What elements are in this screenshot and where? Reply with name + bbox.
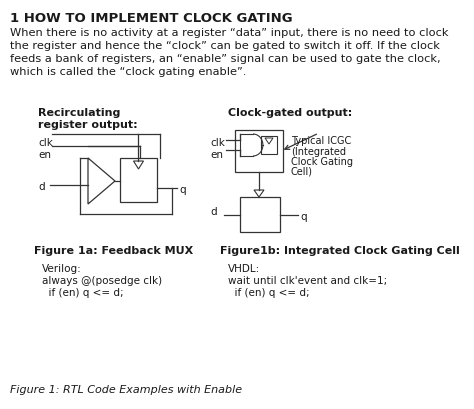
Text: Cell): Cell) bbox=[291, 167, 313, 177]
Text: Figure1b: Integrated Clock Gating Cell: Figure1b: Integrated Clock Gating Cell bbox=[220, 246, 460, 256]
Text: q: q bbox=[300, 212, 307, 222]
Text: always @(posedge clk): always @(posedge clk) bbox=[42, 276, 162, 286]
Text: en: en bbox=[210, 150, 223, 160]
Text: When there is no activity at a register “data” input, there is no need to clock: When there is no activity at a register … bbox=[10, 28, 448, 38]
Text: en: en bbox=[38, 150, 51, 160]
Text: d: d bbox=[210, 207, 217, 217]
Text: Clock-gated output:: Clock-gated output: bbox=[228, 108, 352, 118]
Bar bbox=[235, 130, 283, 172]
Text: Clock Gating: Clock Gating bbox=[291, 157, 353, 167]
Text: Figure 1a: Feedback MUX: Figure 1a: Feedback MUX bbox=[34, 246, 193, 256]
Text: 1 HOW TO IMPLEMENT CLOCK GATING: 1 HOW TO IMPLEMENT CLOCK GATING bbox=[10, 12, 292, 25]
Text: VHDL:: VHDL: bbox=[228, 264, 260, 274]
Text: feeds a bank of registers, an “enable” signal can be used to gate the clock,: feeds a bank of registers, an “enable” s… bbox=[10, 54, 441, 64]
Bar bbox=[261, 136, 277, 154]
Text: the register and hence the “clock” can be gated to switch it off. If the clock: the register and hence the “clock” can b… bbox=[10, 41, 440, 51]
Text: Verilog:: Verilog: bbox=[42, 264, 82, 274]
Text: Typical ICGC: Typical ICGC bbox=[291, 136, 351, 146]
Text: (Integrated: (Integrated bbox=[291, 147, 346, 157]
Text: d: d bbox=[38, 182, 45, 192]
Text: q: q bbox=[179, 185, 186, 195]
Text: clk: clk bbox=[38, 138, 53, 148]
Bar bbox=[120, 158, 157, 202]
Text: Recirculating
register output:: Recirculating register output: bbox=[38, 108, 137, 130]
Text: if (en) q <= d;: if (en) q <= d; bbox=[228, 288, 310, 298]
Bar bbox=[240, 197, 280, 232]
Text: Figure 1: RTL Code Examples with Enable: Figure 1: RTL Code Examples with Enable bbox=[10, 385, 242, 395]
Text: if (en) q <= d;: if (en) q <= d; bbox=[42, 288, 124, 298]
Text: clk: clk bbox=[210, 138, 225, 148]
Text: which is called the “clock gating enable”.: which is called the “clock gating enable… bbox=[10, 67, 246, 77]
Text: wait until clk'event and clk=1;: wait until clk'event and clk=1; bbox=[228, 276, 387, 286]
